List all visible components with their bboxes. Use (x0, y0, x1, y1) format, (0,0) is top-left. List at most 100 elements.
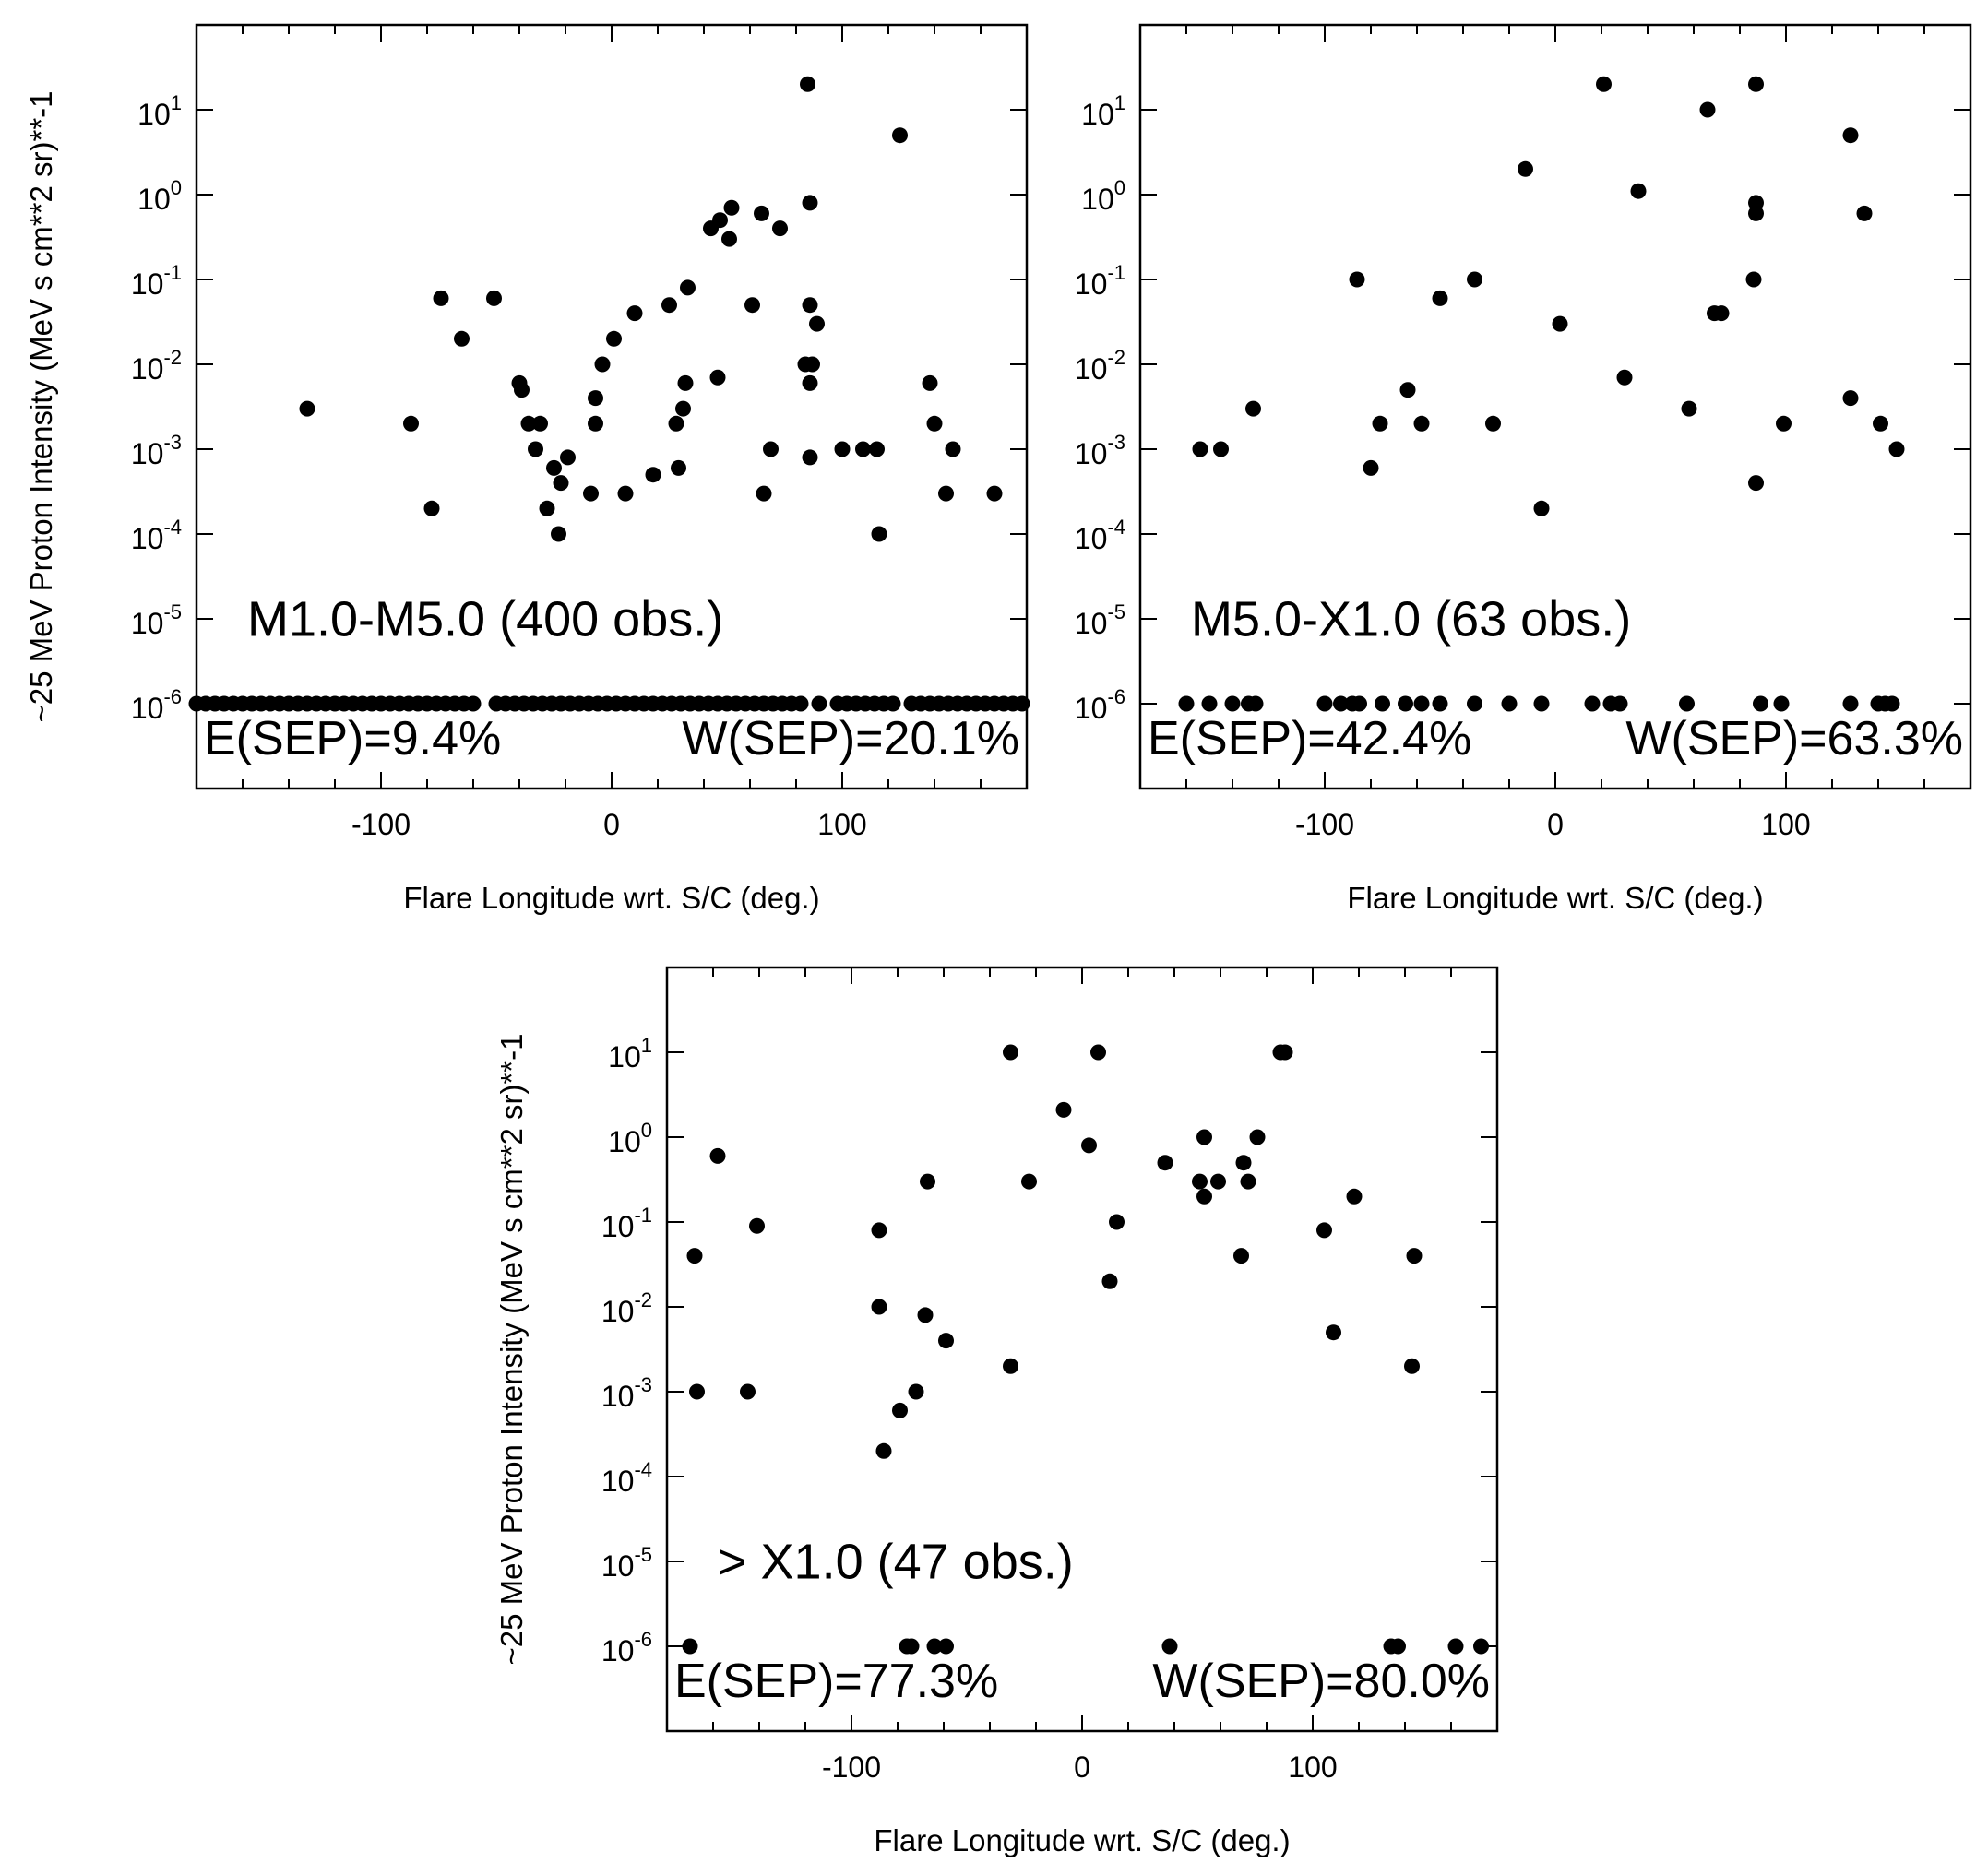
baseline-point (792, 695, 809, 712)
baseline-point (1753, 695, 1768, 712)
data-point (454, 330, 470, 347)
baseline-point (811, 695, 827, 712)
y-tick-label: 10-4 (131, 516, 182, 555)
data-point (1249, 1129, 1266, 1145)
baseline-point (1842, 695, 1859, 712)
y-tick-label: 10-4 (601, 1458, 652, 1498)
x-tick-label: 0 (1074, 1750, 1090, 1784)
data-point (1235, 1155, 1252, 1171)
x-tick-label: -100 (351, 808, 411, 841)
data-point (1346, 1188, 1363, 1205)
data-point (1240, 1173, 1256, 1190)
data-point (855, 441, 871, 457)
data-point (583, 485, 599, 502)
data-point (1776, 415, 1792, 432)
data-point (1233, 1248, 1249, 1264)
x-tick-label: 0 (1547, 808, 1564, 841)
data-point (528, 441, 543, 457)
y-tick-label: 100 (608, 1119, 652, 1158)
x-axis-label: Flare Longitude wrt. S/C (deg.) (403, 881, 819, 915)
data-point (686, 1248, 703, 1264)
data-point (1157, 1155, 1173, 1171)
data-point (908, 1383, 924, 1400)
data-point (671, 459, 686, 476)
y-tick-label: 10-6 (131, 685, 182, 725)
data-point (1485, 415, 1501, 432)
x-axis-label: Flare Longitude wrt. S/C (deg.) (874, 1823, 1290, 1857)
baseline-point (1773, 695, 1790, 712)
y-tick-label: 10-5 (601, 1543, 652, 1583)
y-tick-label: 10-1 (131, 261, 182, 301)
data-point (299, 400, 315, 417)
y-tick-label: 10-2 (601, 1288, 652, 1328)
data-point (875, 1442, 892, 1459)
data-point (772, 220, 788, 237)
data-point (938, 485, 954, 502)
baseline-point (1201, 695, 1218, 712)
data-point (606, 330, 622, 347)
baseline-point (1413, 695, 1430, 712)
y-tick-label: 10-2 (131, 346, 182, 386)
data-point (1888, 441, 1905, 457)
data-point (1856, 205, 1873, 221)
baseline-point (1375, 695, 1390, 712)
data-point (626, 305, 643, 322)
data-point (486, 290, 502, 306)
x-tick-label: -100 (1295, 808, 1354, 841)
data-point (740, 1383, 756, 1400)
data-point (871, 1222, 887, 1239)
data-point (1196, 1129, 1212, 1145)
baseline-point (1316, 695, 1333, 712)
data-point (754, 205, 769, 221)
data-point (668, 415, 684, 432)
data-point (1842, 127, 1859, 144)
data-point (756, 485, 772, 502)
data-point (1432, 290, 1448, 306)
baseline-point (1333, 695, 1349, 712)
data-point (917, 1307, 934, 1323)
data-point (645, 467, 661, 483)
data-point (802, 449, 818, 466)
baseline-point (1884, 695, 1900, 712)
baseline-point (1351, 695, 1367, 712)
west-sep-stat: W(SEP)=80.0% (1152, 1655, 1490, 1708)
data-point (800, 76, 815, 92)
baseline-point (1224, 695, 1241, 712)
east-sep-stat: E(SEP)=77.3% (674, 1655, 998, 1708)
data-point (551, 526, 566, 542)
baseline-point (1679, 695, 1695, 712)
baseline-point (1398, 695, 1413, 712)
data-point (675, 400, 691, 417)
data-point (514, 382, 530, 398)
y-tick-label: 10-6 (601, 1628, 652, 1667)
data-point (1404, 1358, 1420, 1374)
data-point (1316, 1222, 1332, 1239)
data-point (709, 1147, 726, 1164)
y-axis-label: ~25 MeV Proton Intensity (MeV s cm**2 sr… (24, 90, 58, 722)
data-point (1192, 441, 1208, 457)
data-point (802, 195, 818, 211)
x-axis-label: Flare Longitude wrt. S/C (deg.) (1347, 881, 1763, 915)
baseline-point (1533, 695, 1550, 712)
data-point (423, 500, 440, 516)
plot-frame (665, 966, 1499, 1733)
data-point (1055, 1101, 1072, 1118)
data-point (1748, 205, 1764, 221)
chart-panel-x1: -100 0 100 10-6 10-5 10-4 10-3 10-2 10-1 100 101 Fl… (494, 966, 1499, 1857)
y-tick-label: 101 (137, 91, 182, 131)
data-point (1699, 101, 1716, 118)
data-point (1533, 500, 1550, 516)
baseline-point (1390, 1638, 1406, 1655)
data-point (926, 415, 943, 432)
data-point (721, 231, 737, 247)
data-point (689, 1383, 705, 1400)
data-point (539, 500, 555, 516)
data-point (749, 1217, 765, 1234)
data-point (1630, 183, 1647, 199)
panel-title: M1.0-M5.0 (400 obs.) (247, 591, 723, 647)
data-point (1003, 1044, 1018, 1061)
data-point (709, 369, 726, 386)
baseline-point (1473, 1638, 1489, 1655)
data-point (1349, 271, 1365, 288)
x-tick-label: 100 (817, 808, 866, 841)
